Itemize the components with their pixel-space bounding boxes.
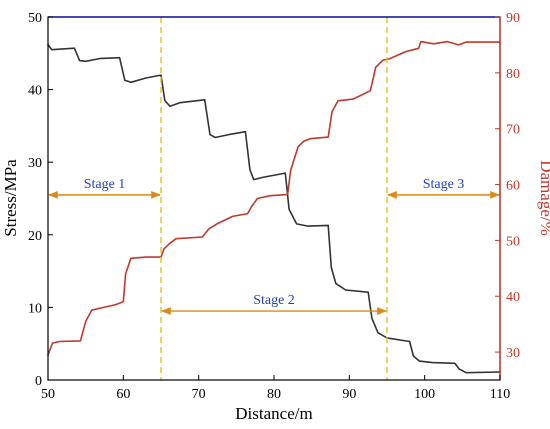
x-tick-label: 90 [342, 387, 356, 402]
y-left-axis-label: Stress/MPa [1, 159, 20, 237]
x-tick-label: 70 [192, 387, 206, 402]
stage-layer: Stage 1 Stage 2 Stage 3 [48, 17, 500, 380]
x-tick-label: 100 [414, 387, 435, 402]
y-right-tick-label: 60 [506, 179, 520, 194]
y-left-tick-label: 20 [28, 229, 42, 244]
y-right-tick-label: 50 [506, 234, 520, 249]
x-tick-label: 60 [116, 387, 130, 402]
stage-label: Stage 3 [423, 177, 465, 192]
y-left-tick-label: 10 [28, 301, 42, 316]
y-left-tick-label: 40 [28, 84, 42, 99]
stage-label: Stage 2 [253, 293, 295, 308]
y-right-axis-label: Damage/% [537, 160, 550, 236]
y-right-tick-label: 80 [506, 67, 520, 82]
axis-layer: 50 60 70 80 90 100 110 0 10 20 30 40 50 30 40 50 60 70 80 9… [28, 11, 520, 402]
stress-series-line [47, 43, 501, 374]
y-right-tick-label: 30 [506, 346, 520, 361]
y-left-tick-label: 50 [28, 11, 42, 26]
x-axis-label: Distance/m [235, 404, 312, 423]
plot-area [48, 17, 500, 380]
y-left-tick-label: 0 [35, 374, 42, 389]
x-tick-label: 80 [267, 387, 281, 402]
damage-series-line [47, 40, 501, 356]
series-layer [47, 40, 501, 374]
y-right-tick-label: 40 [506, 290, 520, 305]
stage-label: Stage 1 [84, 177, 126, 192]
y-right-tick-label: 70 [506, 123, 520, 138]
x-tick-label: 50 [41, 387, 55, 402]
x-tick-label: 110 [490, 387, 510, 402]
y-right-tick-label: 90 [506, 11, 520, 26]
y-left-tick-label: 30 [28, 156, 42, 171]
